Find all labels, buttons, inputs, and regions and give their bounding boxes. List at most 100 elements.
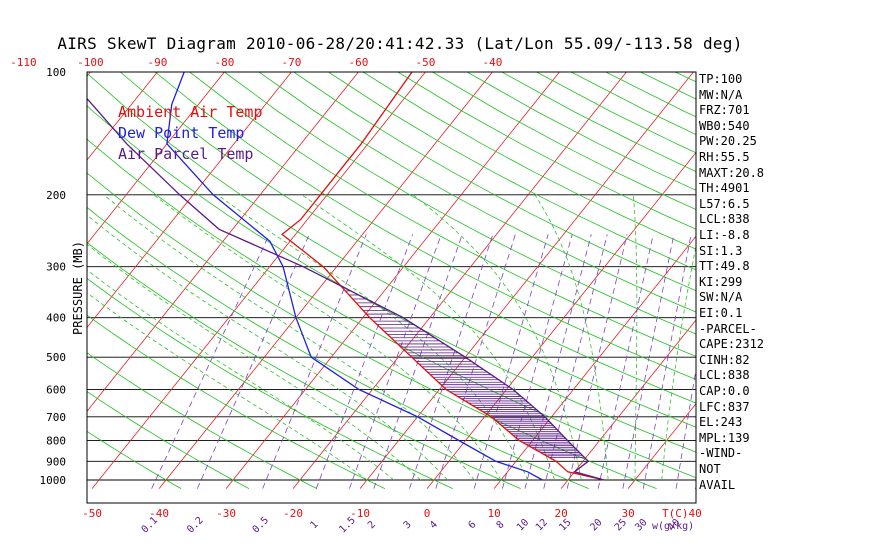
mixing-ratio-unit-label: w(g/kg): [652, 521, 694, 532]
index-entry: -WIND-: [699, 446, 743, 461]
dry-adiabat: [154, 72, 696, 380]
top-temp-tick-label: -60: [348, 56, 368, 69]
mixing-ratio-tick-label: 20: [588, 517, 604, 533]
bottom-temp-tick-label: -40: [149, 507, 169, 520]
isotherm-line: [87, 72, 292, 329]
dry-adiabat: [87, 172, 657, 489]
top-temp-tick-label: -70: [281, 56, 301, 69]
index-entry: MW:N/A: [699, 87, 743, 102]
index-entry: FRZ:701: [699, 103, 750, 118]
isotherm-line: [762, 72, 870, 489]
index-entry: TP:100: [699, 72, 743, 86]
mixing-ratio-line: [675, 367, 696, 489]
index-entry: PW:20.25: [699, 134, 757, 149]
isotherm-line: [560, 319, 696, 489]
mixing-ratio-tick-label: 6: [466, 519, 478, 531]
pressure-tick-label: 300: [46, 261, 66, 274]
moist-adiabat: [633, 194, 638, 480]
index-entry: SI:1.3: [699, 243, 743, 258]
mixing-ratio-tick-label: 2: [366, 519, 378, 531]
series-line-2: [87, 97, 605, 481]
isotherm-line: [627, 403, 696, 489]
series-line-0: [281, 72, 605, 481]
mixing-ratio-line: [543, 234, 608, 489]
bottom-temp-tick-label: -20: [283, 507, 303, 520]
index-entry: CAP:0.0: [699, 384, 750, 398]
mixing-ratio-line: [262, 234, 367, 489]
dry-adiabat: [258, 72, 696, 313]
mixing-ratio-line: [196, 234, 310, 489]
mixing-ratio-tick-label: 4: [428, 519, 440, 531]
isotherm-line: [0, 72, 23, 489]
index-entry: CINH:82: [699, 352, 750, 367]
legend-entry: Air Parcel Temp: [118, 145, 253, 163]
index-entry: EL:243: [699, 415, 743, 430]
mixing-ratio-line: [642, 234, 692, 489]
index-entry: RH:55.5: [699, 150, 750, 164]
dry-adiabat: [87, 352, 318, 489]
isotherm-line: [87, 72, 158, 161]
top-temp-tick-label: -80: [214, 56, 234, 69]
index-entry: LCL:838: [699, 212, 750, 227]
dry-adiabat: [397, 72, 696, 230]
dry-adiabat: [120, 72, 696, 404]
bottom-temp-tick-label: -10: [350, 507, 370, 520]
pressure-tick-label: 400: [46, 312, 66, 325]
index-entry: -PARCEL-: [699, 321, 757, 336]
bottom-temp-tick-label: -50: [82, 507, 102, 520]
index-entry: WB0:540: [699, 118, 750, 133]
bottom-temp-tick-label: 30: [621, 507, 634, 520]
bottom-temp-tick-label: 0: [424, 507, 431, 520]
mixing-ratio-tick-label: 0.2: [185, 515, 206, 536]
isotherm-line: [292, 72, 627, 489]
mixing-ratio-tick-label: 10: [515, 517, 531, 533]
series-line-1: [166, 72, 543, 481]
index-entry: KI:299: [699, 274, 743, 289]
moist-adiabat: [412, 194, 582, 481]
dry-adiabat: [293, 72, 696, 292]
moist-adiabat: [87, 292, 368, 481]
isotherm-line: [225, 72, 560, 489]
isotherm-line: [87, 72, 225, 245]
pressure-tick-label: 700: [46, 411, 66, 424]
mixing-ratio-line: [315, 234, 414, 489]
mixing-ratio-tick-label: 8: [495, 519, 507, 531]
grid-layer: [0, 72, 870, 489]
isotherm-line: [87, 72, 359, 412]
dry-adiabat: [362, 72, 696, 250]
temp-unit-label: T(C): [662, 507, 689, 520]
bottom-temp-tick-label: 10: [487, 507, 500, 520]
dry-adiabat: [189, 72, 696, 357]
mixing-ratio-line: [151, 234, 270, 489]
dry-adiabat: [87, 314, 386, 489]
chart-title: AIRS SkewT Diagram 2010-06-28/20:41:42.3…: [57, 34, 743, 53]
top-temp-tick-label: -50: [415, 56, 435, 69]
pressure-tick-label: 100: [46, 66, 66, 79]
bottom-temp-tick-label: 40: [688, 507, 701, 520]
y-axis-label: PRESSURE (MB): [71, 241, 85, 335]
series-layer: [87, 72, 605, 481]
pressure-tick-label: 900: [46, 455, 66, 468]
top-temp-tick-label: -90: [147, 56, 167, 69]
mixing-ratio-line: [566, 234, 628, 489]
mixing-ratio-line: [524, 234, 592, 489]
isotherm-line: [829, 72, 870, 489]
moist-adiabat: [87, 269, 395, 481]
dry-adiabat: [87, 206, 589, 489]
index-entry: TH:4901: [699, 181, 750, 196]
dry-adiabat: [466, 72, 696, 191]
top-temp-tick-label: -100: [77, 56, 104, 69]
pressure-tick-label: 200: [46, 189, 66, 202]
index-entry: TT:49.8: [699, 259, 750, 274]
mixing-ratio-line: [622, 234, 675, 489]
legend-entry: Dew Point Temp: [118, 124, 244, 142]
index-entry: AVAIL: [699, 477, 736, 492]
mixing-ratio-line: [597, 234, 654, 489]
pressure-tick-label: 1000: [40, 474, 67, 487]
isotherm-line: [493, 235, 696, 489]
index-entry: LCL:838: [699, 368, 750, 383]
dry-adiabat: [87, 391, 250, 489]
mixing-ratio-tick-label: 1: [308, 519, 320, 531]
legend: Ambient Air Temp Dew Point Temp Air Parcel…: [118, 103, 263, 163]
